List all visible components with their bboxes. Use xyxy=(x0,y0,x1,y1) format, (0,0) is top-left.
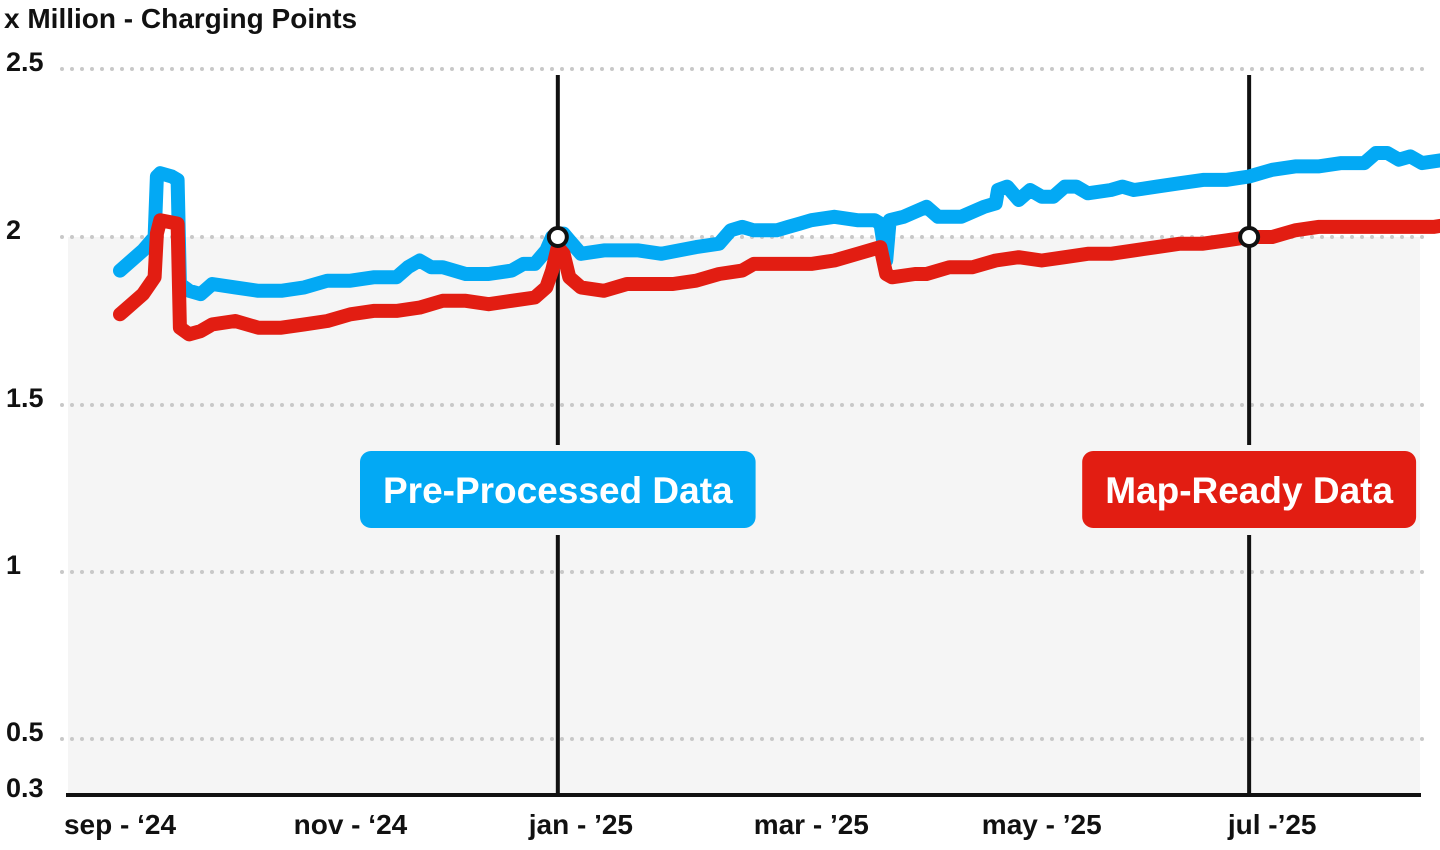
data-point-marker xyxy=(546,226,569,248)
y-tick-label: 1.5 xyxy=(6,383,44,413)
x-tick-label: sep - ‘24 xyxy=(64,809,176,840)
x-tick-label: jul -’25 xyxy=(1227,809,1317,840)
x-axis-ticks: sep - ‘24 nov - ‘24 jan - ’25 mar - ’25 may … xyxy=(64,809,1317,840)
y-tick-label: 1 xyxy=(6,550,21,580)
x-tick-label: jan - ’25 xyxy=(528,809,633,840)
callouts: Pre-Processed Data Map-Ready Data xyxy=(360,451,1417,528)
markers xyxy=(546,226,1261,248)
y-axis-ticks: 2.5 2 1.5 1 0.5 0.3 xyxy=(6,47,44,803)
y-tick-label: 0.5 xyxy=(6,717,44,747)
data-point-marker xyxy=(1238,226,1261,248)
series-line-map-ready xyxy=(113,213,1440,342)
x-tick-label: may - ’25 xyxy=(982,809,1102,840)
y-tick-label: 0.3 xyxy=(6,773,44,803)
callout-label: Map-Ready Data xyxy=(1105,470,1393,511)
chart-title: x Million - Charging Points xyxy=(4,3,357,34)
series-line-pre-processed xyxy=(113,146,1440,302)
series-lines xyxy=(113,146,1440,342)
callout-pre-processed: Pre-Processed Data xyxy=(360,451,756,528)
callout-box xyxy=(360,451,756,528)
x-tick-label: mar - ’25 xyxy=(754,809,869,840)
y-tick-label: 2.5 xyxy=(6,47,44,77)
callout-map-ready: Map-Ready Data xyxy=(1082,451,1417,528)
gridlines xyxy=(60,67,1427,741)
callout-label: Pre-Processed Data xyxy=(383,470,733,511)
x-tick-label: nov - ‘24 xyxy=(294,809,408,840)
callout-box xyxy=(1082,451,1417,528)
y-tick-label: 2 xyxy=(6,215,21,245)
